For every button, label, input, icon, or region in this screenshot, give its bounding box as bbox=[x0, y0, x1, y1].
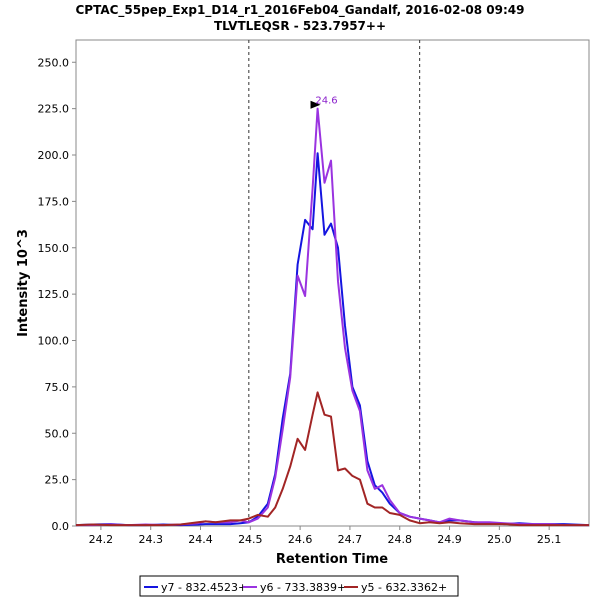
y-tick-label: 125.0 bbox=[38, 288, 70, 301]
x-tick-label: 24.9 bbox=[437, 533, 462, 546]
peak-annotation: 24.6 bbox=[310, 96, 338, 109]
x-tick-label: 25.1 bbox=[537, 533, 562, 546]
chart-subtitle: TLVTLEQSR - 523.7957++ bbox=[214, 19, 386, 33]
y-tick-label: 150.0 bbox=[38, 242, 70, 255]
peak-label: 24.6 bbox=[315, 96, 337, 107]
series-lines bbox=[75, 107, 590, 527]
legend-label: y7 - 832.4523+ bbox=[161, 581, 247, 594]
y-tick-label: 0.0 bbox=[52, 520, 70, 533]
x-axis-title: Retention Time bbox=[276, 552, 388, 567]
x-tick-label: 24.7 bbox=[338, 533, 363, 546]
legend-label: y5 - 632.3362+ bbox=[361, 581, 447, 594]
x-axis-ticks: 24.2 24.3 24.4 24.5 24.6 24.7 24.8 24.9 25.0 25.1 bbox=[89, 526, 562, 546]
plot-area bbox=[75, 39, 590, 527]
x-tick-label: 24.6 bbox=[288, 533, 313, 546]
y-tick-label: 25.0 bbox=[45, 474, 70, 487]
legend-label: y6 - 733.3839+ bbox=[260, 581, 346, 594]
x-tick-label: 24.4 bbox=[188, 533, 213, 546]
x-tick-label: 24.2 bbox=[89, 533, 114, 546]
vertical-markers bbox=[248, 40, 421, 526]
legend-box bbox=[139, 575, 459, 597]
x-tick-label: 24.5 bbox=[238, 533, 263, 546]
legend: y7 - 832.4523+ y6 - 733.3839+ y5 - 632.336… bbox=[139, 575, 459, 597]
peak-arrow-icon bbox=[310, 100, 321, 109]
y-axis-ticks: 0.0 25.0 50.0 75.0 100.0 125.0 150.0 175.0 200.0… bbox=[38, 56, 76, 533]
y-axis-title: Intensity 10^3 bbox=[16, 229, 31, 337]
y-tick-label: 200.0 bbox=[38, 149, 70, 162]
y-tick-label: 250.0 bbox=[38, 56, 70, 69]
x-tick-label: 24.8 bbox=[387, 533, 412, 546]
series-line bbox=[75, 391, 589, 527]
y-tick-label: 50.0 bbox=[45, 427, 70, 440]
x-tick-label: 24.3 bbox=[138, 533, 163, 546]
y-tick-label: 75.0 bbox=[45, 381, 70, 394]
y-tick-label: 100.0 bbox=[38, 335, 70, 348]
x-tick-label: 25.0 bbox=[487, 533, 512, 546]
y-tick-label: 175.0 bbox=[38, 195, 70, 208]
chart-title: CPTAC_55pep_Exp1_D14_r1_2016Feb04_Gandal… bbox=[75, 3, 524, 18]
y-tick-label: 225.0 bbox=[38, 103, 70, 116]
